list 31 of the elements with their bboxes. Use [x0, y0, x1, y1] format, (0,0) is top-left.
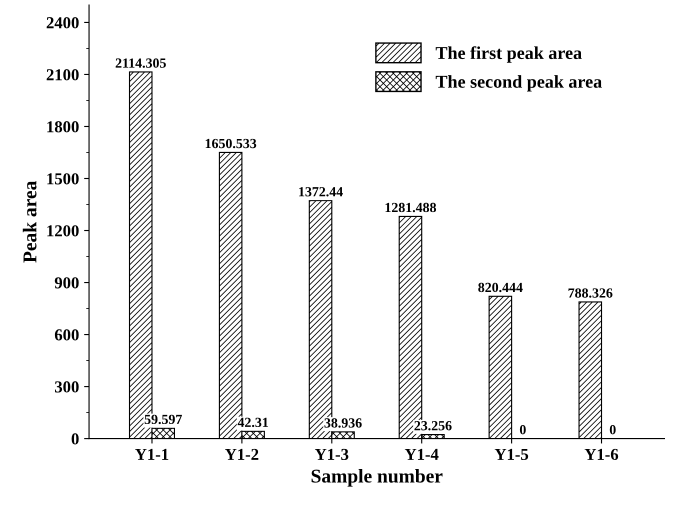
x-tick-label: Y1-1	[135, 448, 168, 460]
y-tick-label: 2100	[46, 69, 79, 80]
data-label: 0	[520, 425, 526, 434]
x-axis-title: Sample number	[312, 468, 443, 487]
y-axis-title: Peak area	[22, 181, 36, 263]
y-tick-label: 300	[54, 381, 79, 393]
data-label: 1650.533	[206, 138, 256, 148]
y-tick-label: 1800	[47, 121, 79, 132]
legend-label: The second peak area	[436, 75, 602, 92]
x-tick-label: Y1-5	[494, 448, 528, 460]
data-label: 788.326	[568, 288, 612, 298]
data-label: 2114.305	[116, 58, 166, 68]
data-label: 42.31	[238, 418, 268, 428]
y-tick-label: 900	[54, 277, 79, 288]
legend-label: The first peak area	[436, 46, 582, 63]
x-tick-label: Y1-2	[225, 448, 258, 460]
data-label: 59.597	[144, 414, 182, 424]
x-tick-label: Y1-6	[584, 448, 618, 460]
y-tick-label: 1500	[47, 173, 79, 184]
data-label: 38.936	[324, 418, 362, 428]
data-label: 1281.488	[386, 202, 436, 212]
data-label: 820.444	[478, 282, 523, 292]
data-label: 1372.44	[299, 187, 343, 196]
y-tick-label: 0	[72, 433, 79, 445]
x-tick-label: Y1-3	[314, 448, 348, 460]
x-tick-label: Y1-4	[404, 448, 439, 460]
data-label: 0	[610, 425, 616, 434]
y-tick-label: 2400	[46, 17, 79, 28]
y-tick-label: 600	[54, 329, 79, 341]
data-label: 23.256	[414, 421, 452, 430]
y-tick-label: 1200	[47, 225, 79, 236]
